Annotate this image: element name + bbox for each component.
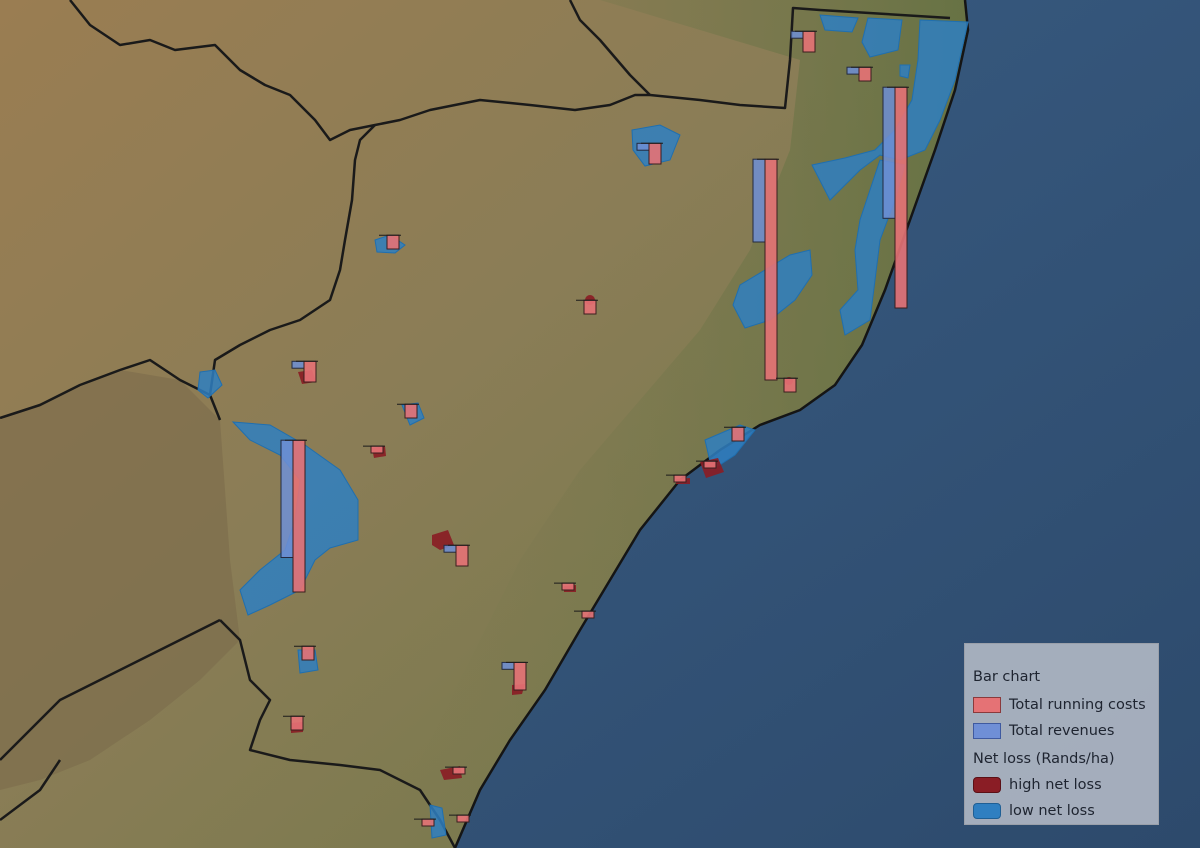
map-legend: Bar chart Total running costs Total reve…	[964, 643, 1159, 825]
running-costs-bar	[561, 582, 575, 591]
running-costs-bar	[303, 360, 317, 383]
legend-label-high: high net loss	[1009, 777, 1102, 793]
legend-label-running-costs: Total running costs	[1009, 697, 1146, 713]
running-costs-bar	[581, 610, 595, 619]
running-costs-bar	[783, 377, 797, 393]
running-costs-bar	[455, 544, 469, 567]
running-costs-bar	[858, 66, 872, 82]
running-costs-bar	[673, 474, 687, 483]
legend-label-low: low net loss	[1009, 803, 1095, 819]
running-costs-bar	[370, 445, 384, 454]
running-costs-bar	[386, 234, 400, 250]
legend-item-low: low net loss	[973, 798, 1150, 824]
running-costs-bar	[290, 715, 304, 731]
running-costs-bar	[703, 460, 717, 469]
legend-item-revenues: Total revenues	[973, 718, 1150, 744]
revenues-bar	[443, 544, 457, 553]
low-net-loss-swatch	[973, 803, 1001, 819]
revenues-swatch	[973, 723, 1001, 739]
running-costs-bar	[452, 766, 466, 775]
revenues-bar	[636, 142, 650, 151]
revenues-bar	[846, 66, 860, 75]
running-costs-bar	[301, 645, 315, 661]
running-costs-bar	[894, 86, 908, 309]
revenues-bar	[790, 30, 804, 39]
mountain-terrain	[0, 370, 240, 790]
revenues-bar	[752, 158, 766, 243]
bar-charts	[280, 30, 909, 827]
running-costs-bar	[513, 661, 527, 691]
running-costs-bar	[404, 403, 418, 419]
coastline	[453, 0, 970, 848]
running-costs-bar	[802, 30, 816, 53]
revenues-bar	[501, 661, 515, 670]
running-costs-bar	[583, 299, 597, 315]
land-mass	[0, 0, 968, 848]
legend-netloss-title: Net loss (Rands/ha)	[973, 751, 1115, 767]
legend-item-high: high net loss	[973, 772, 1150, 798]
legend-label-revenues: Total revenues	[1009, 723, 1115, 739]
running-costs-bar	[292, 439, 306, 593]
running-costs-bar	[731, 426, 745, 442]
high-net-loss-swatch	[973, 777, 1001, 793]
running-costs-swatch	[973, 697, 1001, 713]
legend-bar-title: Bar chart	[973, 669, 1041, 685]
revenues-bar	[280, 439, 294, 559]
running-costs-bar	[648, 142, 662, 165]
revenues-bar	[882, 86, 896, 219]
running-costs-bar	[456, 814, 470, 823]
running-costs-bar	[764, 158, 778, 381]
coastal-vegetation	[380, 0, 968, 848]
running-costs-bar	[421, 818, 435, 827]
revenues-bar	[291, 360, 305, 369]
province-borders	[0, 0, 951, 848]
legend-item-running-costs: Total running costs	[973, 692, 1150, 718]
